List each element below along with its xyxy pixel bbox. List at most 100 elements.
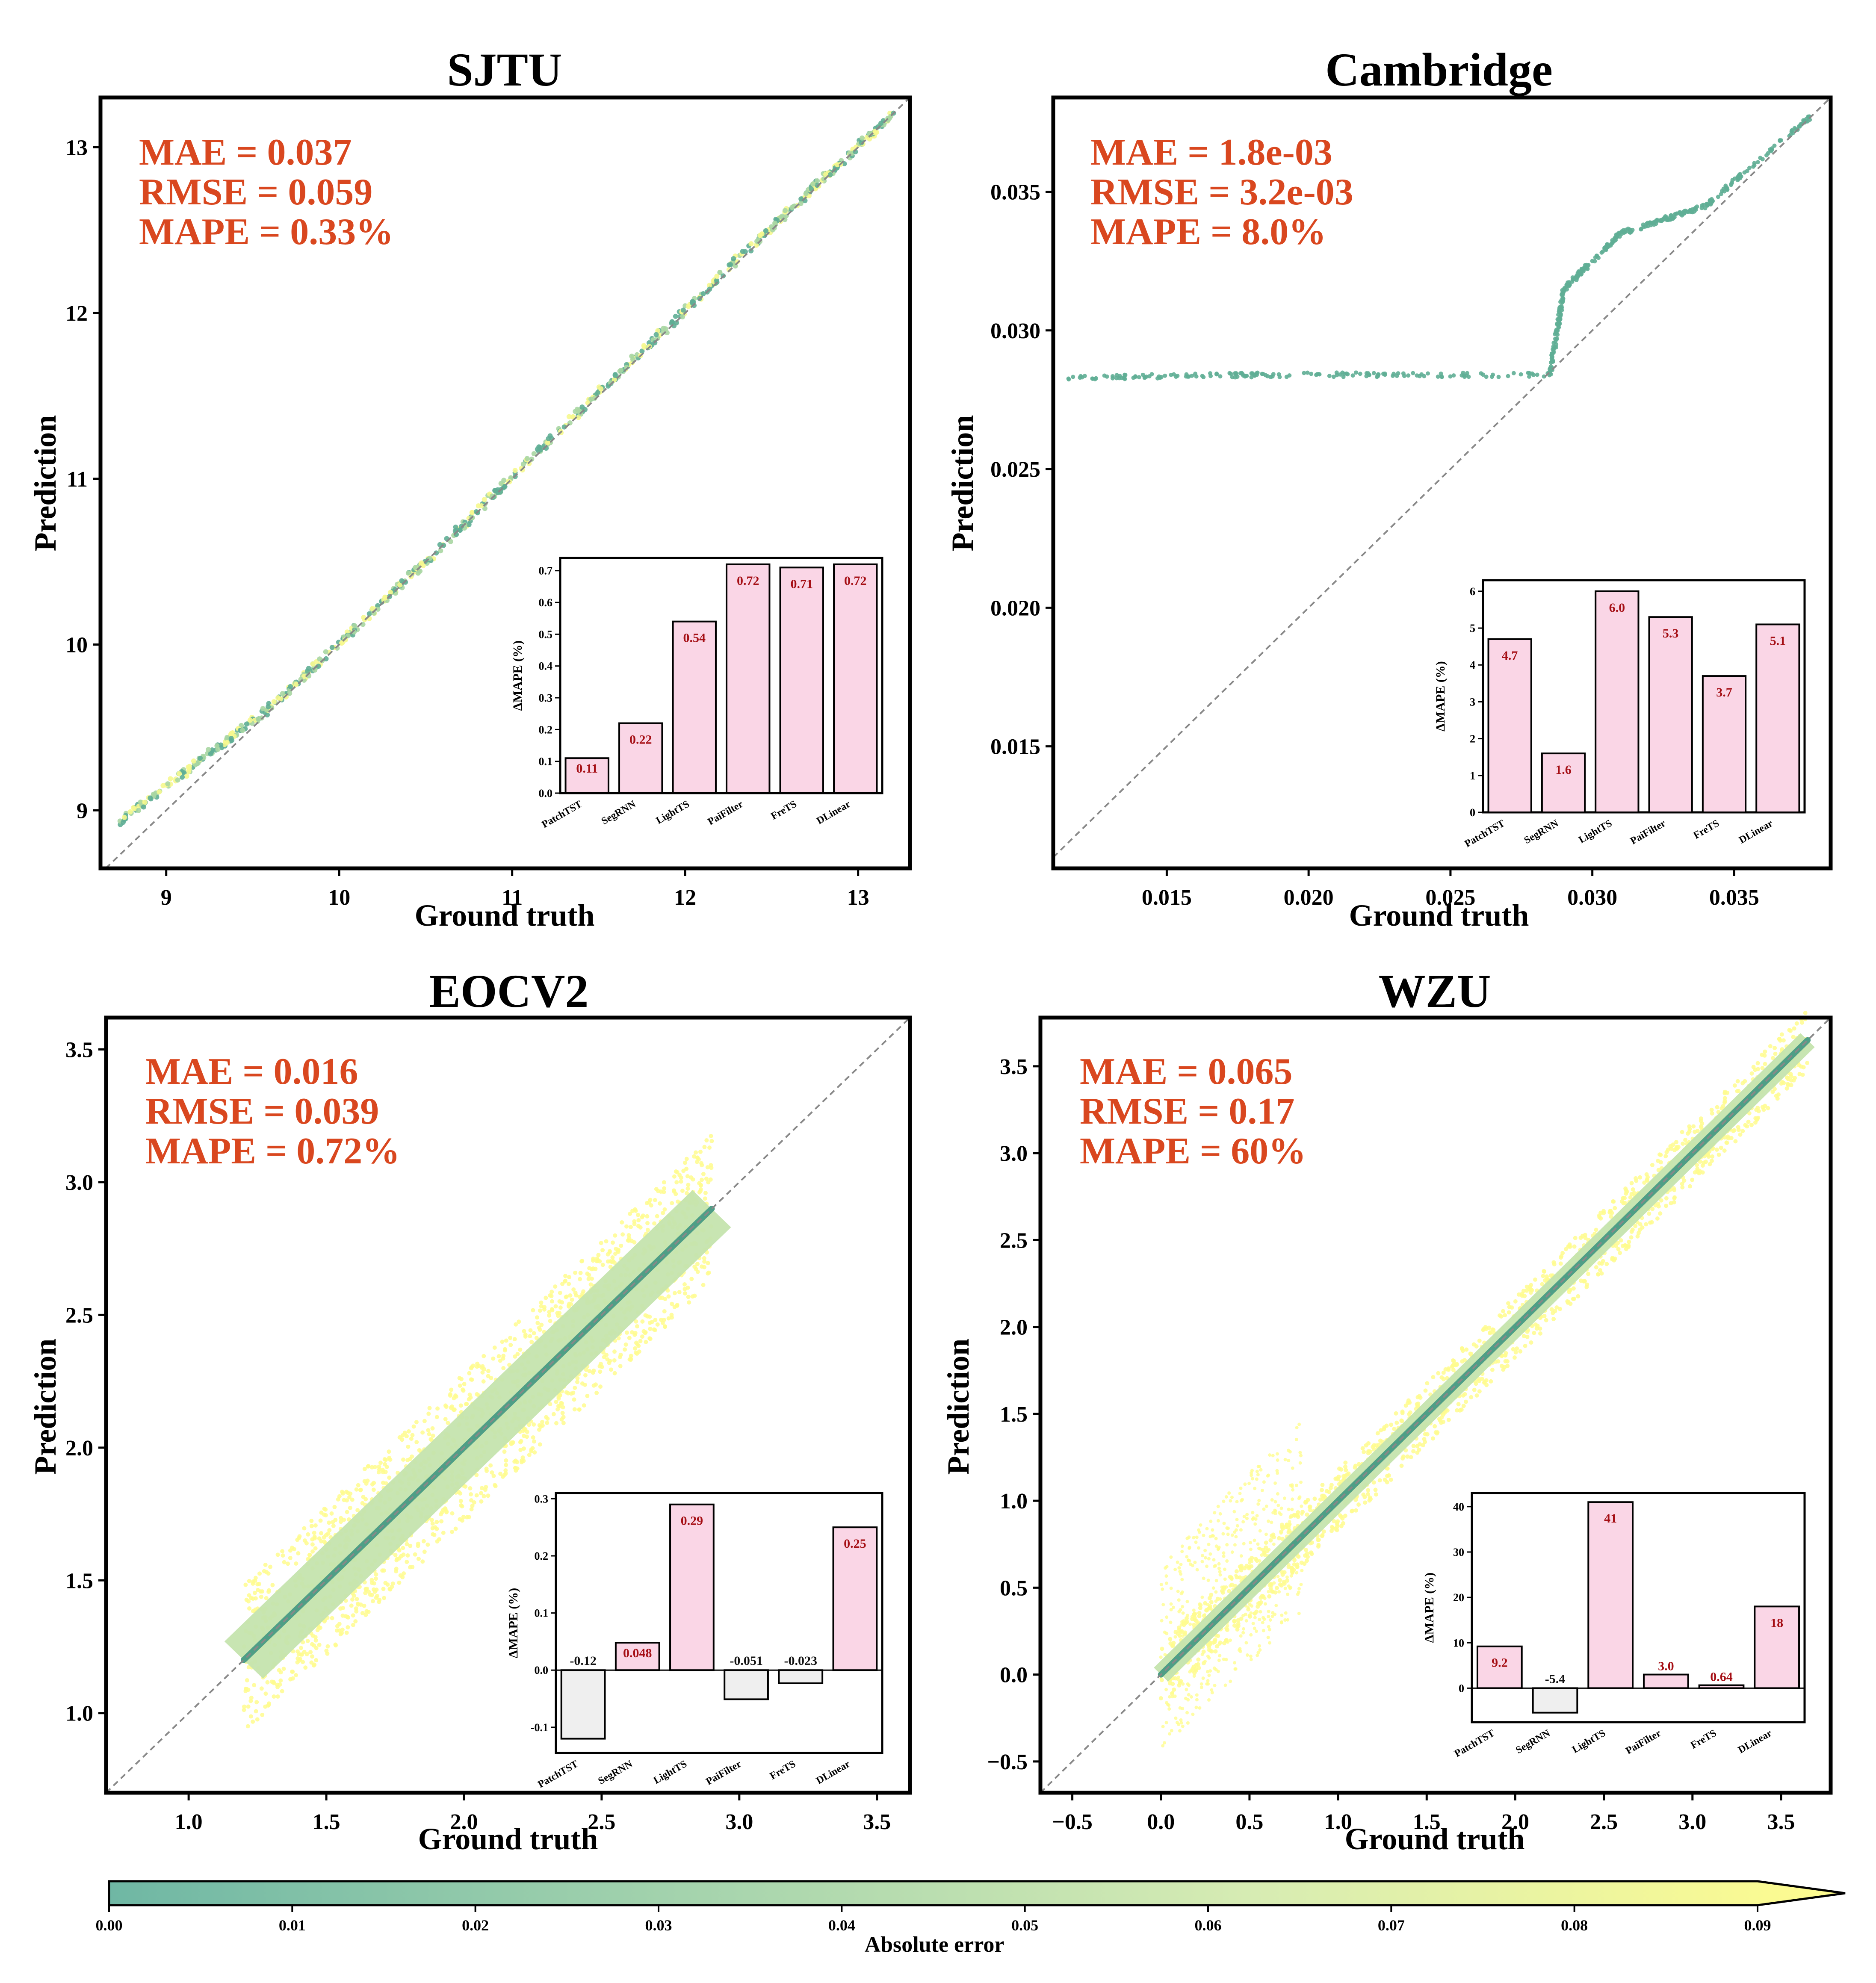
scatter-point [512,1337,517,1342]
scatter-point [1703,206,1708,211]
scatter-point [1604,245,1608,249]
scatter-point [1518,1349,1523,1354]
scatter-point [703,1196,707,1201]
scatter-point [302,1526,307,1531]
scatter-point [1557,1307,1562,1311]
scatter-point [1267,1628,1271,1632]
scatter-point [634,1350,638,1355]
scatter-point [573,1386,577,1390]
y-tick-label: 3.5 [65,1038,93,1062]
x-tick-label: 1.5 [313,1810,340,1834]
scatter-point [1305,370,1310,375]
scatter-point [1451,1363,1455,1368]
scatter-point [1248,1541,1252,1545]
scatter-point [685,304,691,309]
scatter-point [666,1316,671,1321]
scatter-point [604,1239,609,1244]
scatter-point [1168,1637,1173,1641]
scatter-point [1621,1196,1625,1201]
scatter-point [1199,1685,1203,1689]
scatter-point [275,1552,280,1557]
scatter-point [1700,1163,1705,1168]
scatter-point [427,1432,431,1437]
scatter-point [1276,372,1281,377]
scatter-point [225,735,230,740]
scatter-point [1208,1552,1212,1556]
scatter-point [1733,1139,1738,1144]
scatter-point [508,475,514,481]
scatter-point [264,1570,269,1574]
scatter-point [700,1163,704,1168]
scatter-point [1207,1698,1211,1702]
scatter-point [366,1464,370,1469]
inset-y-axis-label: ΔMAPE (%) [506,1588,520,1658]
scatter-point [504,1338,508,1343]
scatter-point [1275,1452,1279,1456]
scatter-point [413,565,418,570]
scatter-point [641,344,647,350]
scatter-point [1648,1220,1652,1225]
scatter-point [251,1579,256,1584]
scatter-point [400,1433,405,1438]
scatter-point [1261,372,1266,377]
scatter-point [1655,1216,1660,1221]
scatter-point [1192,1536,1196,1540]
inset-bar [564,757,609,794]
scatter-point [1366,1488,1371,1493]
scatter-point [352,623,357,629]
scatter-point [480,1370,485,1375]
scatter-point [1188,1622,1192,1626]
scatter-point [253,1596,258,1601]
scatter-point [1626,1245,1631,1249]
y-tick-label: 3.0 [1000,1142,1028,1166]
panel-title: EOCV2 [429,965,589,1017]
scatter-point [417,1448,422,1452]
scatter-point [1644,1222,1649,1227]
scatter-point [491,1356,496,1361]
scatter-point [408,1543,413,1548]
inset-y-tick-label: 0.1 [535,1607,549,1620]
scatter-point [594,1259,599,1263]
scatter-point [1160,1619,1164,1623]
scatter-point [559,1417,564,1422]
scatter-point [1271,1511,1275,1515]
scatter-point [1212,1564,1216,1568]
y-tick-label: 3.0 [65,1171,93,1195]
scatter-point [704,1176,709,1181]
scatter-point [1256,1502,1260,1506]
scatter-point [1558,300,1563,304]
inset-bar-label: 0.22 [629,732,652,747]
scatter-point [177,771,182,776]
scatter-point [535,446,540,452]
scatter-point [448,1393,452,1398]
colorbar-tick-label: 0.06 [1195,1917,1222,1934]
inset-bar-label: -5.4 [1545,1672,1566,1686]
scatter-point [371,1487,376,1492]
scatter-point [1770,148,1774,152]
scatter-point [1264,1540,1268,1545]
scatter-point [1511,371,1516,375]
inset-bar [1702,675,1747,813]
scatter-point [1244,1564,1249,1568]
scatter-point [1268,375,1273,379]
scatter-point [420,1559,425,1564]
scatter-point [583,1373,588,1378]
scatter-point [1451,373,1456,378]
scatter-point [1188,1670,1192,1674]
scatter-point [1489,375,1494,379]
scatter-point [323,1513,328,1517]
scatter-point [1394,1411,1398,1416]
inset-y-tick-label: 0.1 [539,755,553,768]
scatter-point [1163,1630,1167,1634]
scatter-point [1214,372,1219,377]
scatter-point [1704,1160,1708,1164]
scatter-point [1181,1611,1185,1615]
scatter-point [1290,1483,1294,1487]
scatter-point [549,1294,554,1298]
scatter-point [1197,1614,1202,1618]
scatter-point [1235,1524,1239,1528]
scatter-point [1110,376,1115,381]
scatter-point [1515,1346,1519,1351]
scatter-point [692,1154,697,1159]
